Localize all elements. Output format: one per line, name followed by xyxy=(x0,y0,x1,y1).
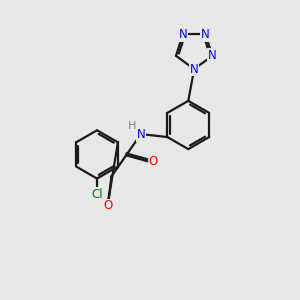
Text: O: O xyxy=(148,155,158,168)
Text: O: O xyxy=(103,200,112,212)
Text: Cl: Cl xyxy=(91,188,103,201)
Text: N: N xyxy=(201,28,210,41)
Text: N: N xyxy=(208,49,217,62)
Text: N: N xyxy=(136,128,145,141)
Text: H: H xyxy=(128,121,136,131)
Text: N: N xyxy=(190,62,199,76)
Text: N: N xyxy=(178,28,187,41)
